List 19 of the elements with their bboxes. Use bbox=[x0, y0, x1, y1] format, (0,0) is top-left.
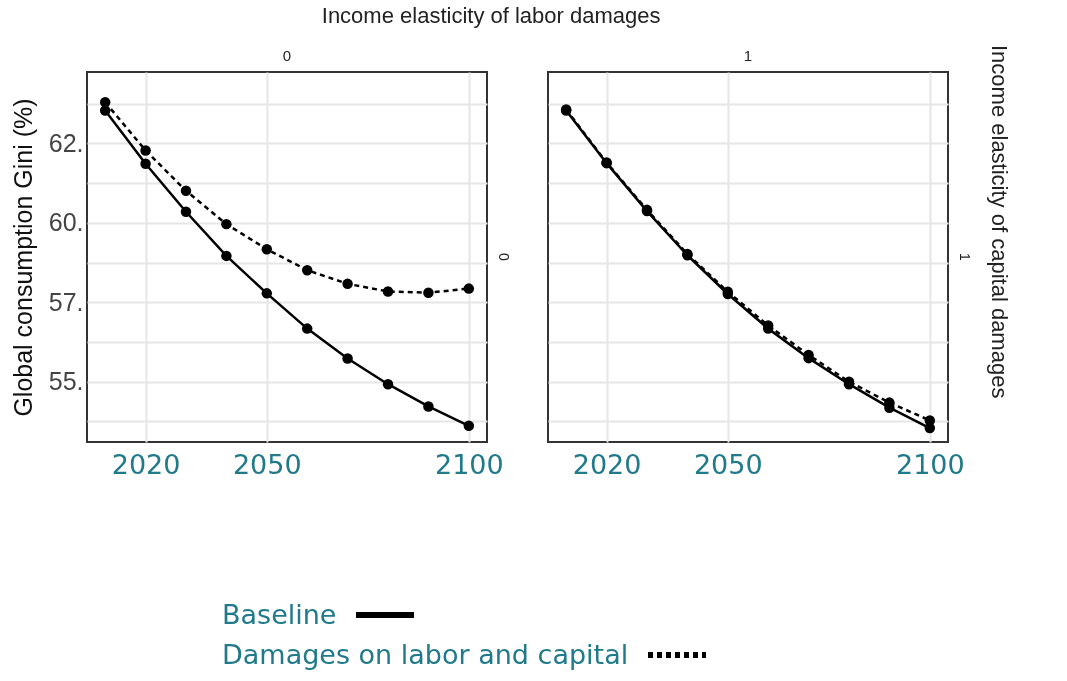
chart-title: 0 bbox=[282, 47, 292, 64]
text: Income elasticity of capital damages bbox=[986, 45, 1012, 399]
x-tick-label: 2020 bbox=[572, 448, 642, 480]
y-tick-label: 57. bbox=[48, 287, 84, 316]
y-axis-title: Global consumption Gini (%) bbox=[8, 98, 37, 417]
x-tick-label: 2050 bbox=[232, 448, 302, 480]
y-tick-label: 60. bbox=[48, 208, 84, 237]
y-tick-label: 55. bbox=[48, 367, 84, 396]
x-tick-label: 2100 bbox=[895, 448, 965, 480]
legend-label: Baseline bbox=[222, 598, 337, 632]
y2-axis-title: 1 bbox=[957, 253, 973, 262]
legend-label: Damages on labor and capital bbox=[222, 638, 629, 672]
y2-axis-title: 0 bbox=[496, 253, 512, 262]
x-tick-label: 2050 bbox=[693, 448, 763, 480]
text: Income elasticity of labor damages bbox=[321, 3, 661, 28]
x-tick-label: 2020 bbox=[111, 448, 181, 480]
y-tick-label: 62. bbox=[48, 128, 84, 157]
x-tick-label: 2100 bbox=[434, 448, 504, 480]
chart-title: 1 bbox=[743, 47, 753, 64]
